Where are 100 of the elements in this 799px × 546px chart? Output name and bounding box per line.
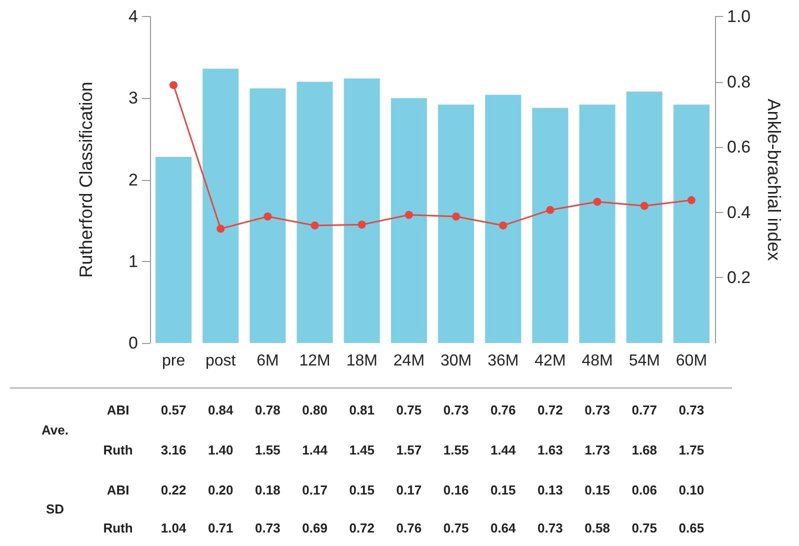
text: 0.15 [584,482,610,498]
text: 0.20 [208,482,234,498]
text: 1.04 [160,520,187,536]
text: ABI [106,402,130,418]
x-tick-label: 18M [346,352,378,370]
x-tick-label: 6M [256,352,279,370]
text: 1.57 [396,442,422,458]
point [216,224,225,233]
text: Ave. [42,422,68,438]
x-tick-label: 42M [534,352,566,370]
text: 0.17 [396,482,422,498]
text: 0.75 [443,520,469,536]
y-tick-label: 1 [128,252,138,271]
x-tick-label: 24M [393,352,425,370]
y-tick-label: 2 [128,170,138,190]
point [358,220,366,229]
text: SD [46,502,64,516]
text: 0.22 [160,482,186,498]
text: 1.44 [490,442,517,458]
point [499,221,508,230]
bar [344,78,380,343]
bar [438,104,474,343]
point [546,206,554,214]
bar [532,108,568,343]
text: 0.75 [396,402,422,418]
text: 0.81 [349,402,375,418]
text: 1.55 [443,442,469,458]
x-tick-label: 36M [488,352,519,370]
x-tick-label: post [206,352,236,370]
text: 0.72 [349,520,375,536]
x-tick-label: pre [162,352,186,370]
text: 0.84 [208,402,234,418]
text: 0.17 [302,482,328,498]
text: 0.69 [302,520,328,536]
text: 0.73 [584,402,610,418]
point [640,202,648,210]
text: 0.72 [538,402,563,418]
text: 0.71 [208,520,234,536]
text: 3.16 [160,442,186,458]
point [404,210,413,219]
x-tick-label: 54M [628,352,660,370]
text: 1.75 [678,442,704,458]
point [310,221,319,230]
text: 0.80 [302,402,328,418]
text: 0.15 [349,482,375,498]
bar [296,82,333,343]
point [593,198,602,206]
text: 1.68 [632,442,658,458]
text: 1.44 [302,442,328,458]
text: 1.73 [584,442,610,458]
text: 0.76 [490,402,516,418]
text: 0.73 [678,402,704,418]
text: 0.73 [538,520,563,536]
bar [202,68,239,343]
bar [390,98,427,343]
bar [156,156,192,343]
text: 1.45 [349,442,375,458]
bar [626,92,662,343]
text: 0.13 [538,482,563,498]
y-axis-title: Rutherford Classification [76,82,96,278]
text: 0.10 [678,482,704,498]
y-tick-label: 4 [128,7,138,26]
text: 1.55 [255,442,280,458]
y-tick-label: 0 [128,334,138,352]
text: 0.78 [255,402,280,418]
text: 0.76 [396,520,422,536]
x-tick-label: 12M [299,352,330,370]
point [687,196,696,204]
x-tick-label: 30M [440,352,472,370]
text: 0.75 [632,520,658,536]
bar [579,104,616,343]
text: 0.58 [584,520,610,536]
bar [250,88,286,343]
text: 0.73 [255,520,280,536]
text: 0.73 [443,402,469,418]
y2-tick-label: 0.6 [727,138,751,157]
y2-axis-title: Ankle-brachial index [764,98,784,261]
text: 0.65 [678,520,704,536]
y2-tick-label: 0.8 [727,72,751,92]
y2-tick-label: 0.4 [727,202,751,222]
text: 1.40 [208,442,234,458]
text: Ruth [103,520,133,536]
x-tick-label: 60M [676,352,708,370]
bar [673,104,710,343]
text: 0.64 [490,520,517,536]
text: ABI [106,482,130,498]
text: 0.18 [255,482,280,498]
point [264,212,272,220]
y2-tick-label: 0.2 [727,268,751,288]
text: 0.77 [632,402,658,418]
text: 1.63 [538,442,563,458]
y-tick-label: 3 [128,88,138,108]
text: 0.15 [490,482,516,498]
point [452,212,460,220]
text: 0.16 [443,482,469,498]
text: 0.06 [632,482,658,498]
point [170,81,178,90]
text: 0.57 [160,402,186,418]
text: Ruth [103,442,133,458]
x-tick-label: 48M [582,352,613,370]
